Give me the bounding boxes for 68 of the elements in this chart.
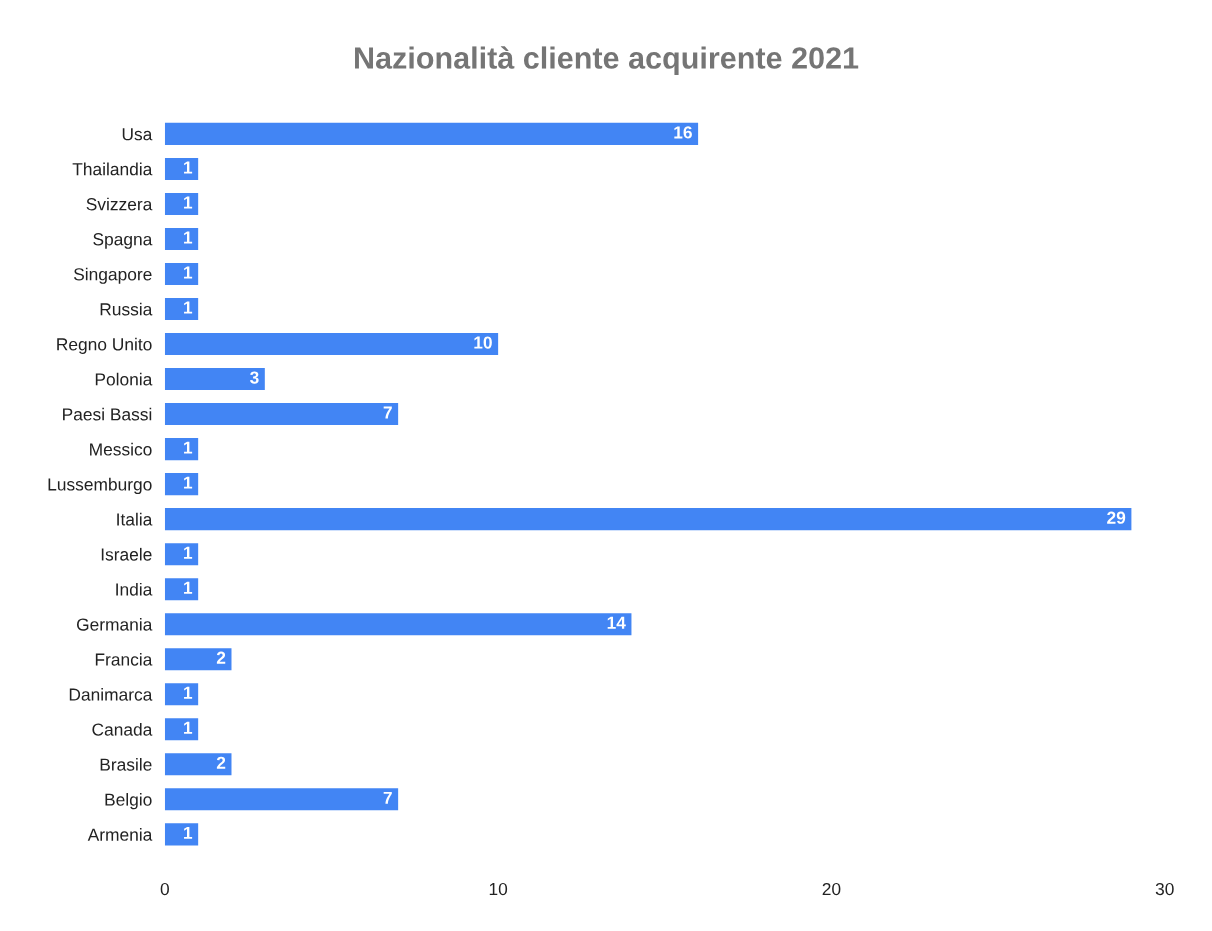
bar (164, 823, 199, 846)
data-label: 1 (184, 826, 193, 839)
data-label: 14 (607, 616, 626, 629)
y-tick-label: Paesi Bassi (63, 407, 152, 421)
y-tick-label: Regno Unito (57, 337, 152, 354)
y-tick-label: Singapore (73, 267, 152, 284)
y-tick-label: Francia (95, 652, 153, 666)
y-tick-label: Usa (122, 128, 153, 141)
bar (164, 543, 199, 566)
y-tick-label: Danimarca (69, 687, 153, 701)
bar (164, 753, 232, 776)
bar (164, 227, 199, 250)
data-label: 3 (250, 371, 259, 384)
bar (164, 368, 265, 391)
bar (164, 473, 199, 496)
bar (164, 192, 199, 215)
bar (164, 718, 199, 741)
y-tick-label: Brasile (100, 758, 152, 771)
bar (164, 297, 199, 321)
y-tick-label: Spagna (93, 233, 153, 249)
data-label: 16 (674, 126, 692, 139)
y-tick-label: Russia (100, 302, 153, 316)
bar (164, 122, 699, 145)
x-tick-label: 20 (822, 882, 841, 896)
y-tick-label: Germania (76, 617, 153, 631)
data-label: 1 (184, 721, 193, 734)
bar (164, 578, 199, 601)
data-label: 29 (1107, 511, 1126, 524)
bar (164, 262, 199, 286)
y-tick-label: Thailandia (72, 162, 153, 176)
data-label: 2 (216, 756, 226, 769)
data-label: 7 (383, 791, 392, 804)
data-label: 1 (184, 581, 193, 594)
bar (164, 613, 632, 636)
data-label: 1 (184, 301, 193, 314)
x-tick-label: 30 (1155, 882, 1174, 896)
y-tick-label: Italia (117, 512, 153, 526)
bar (164, 438, 199, 461)
data-label: 1 (184, 476, 193, 489)
data-label: 1 (184, 196, 193, 209)
data-label: 10 (474, 336, 492, 349)
data-label: 1 (184, 266, 193, 279)
y-tick-label: Svizzera (86, 197, 153, 211)
data-label: 1 (184, 441, 193, 454)
bar (164, 403, 399, 426)
data-label: 2 (216, 651, 226, 664)
x-tick-label: 10 (489, 882, 508, 896)
x-tick-label: 0 (160, 882, 169, 896)
data-label: 1 (184, 546, 193, 559)
y-tick-label: India (116, 582, 153, 596)
chart-title: Nazionalità cliente acquirente 2021 (355, 46, 859, 75)
y-tick-label: Armenia (87, 828, 153, 841)
data-label: 1 (184, 161, 193, 174)
bar (164, 157, 199, 180)
bar (164, 648, 232, 671)
bar (164, 683, 199, 706)
y-tick-label: Polonia (95, 372, 153, 386)
data-label: 7 (383, 406, 392, 419)
bar (164, 332, 499, 356)
y-tick-label: Israele (101, 547, 152, 561)
data-label: 1 (184, 686, 193, 699)
y-tick-label: Canada (92, 722, 153, 736)
data-label: 1 (184, 231, 193, 244)
y-tick-label: Messico (90, 442, 152, 456)
y-tick-label: Belgio (105, 793, 152, 810)
bar (164, 788, 399, 811)
bar (164, 508, 1132, 531)
y-tick-label: Lussemburgo (48, 477, 152, 495)
